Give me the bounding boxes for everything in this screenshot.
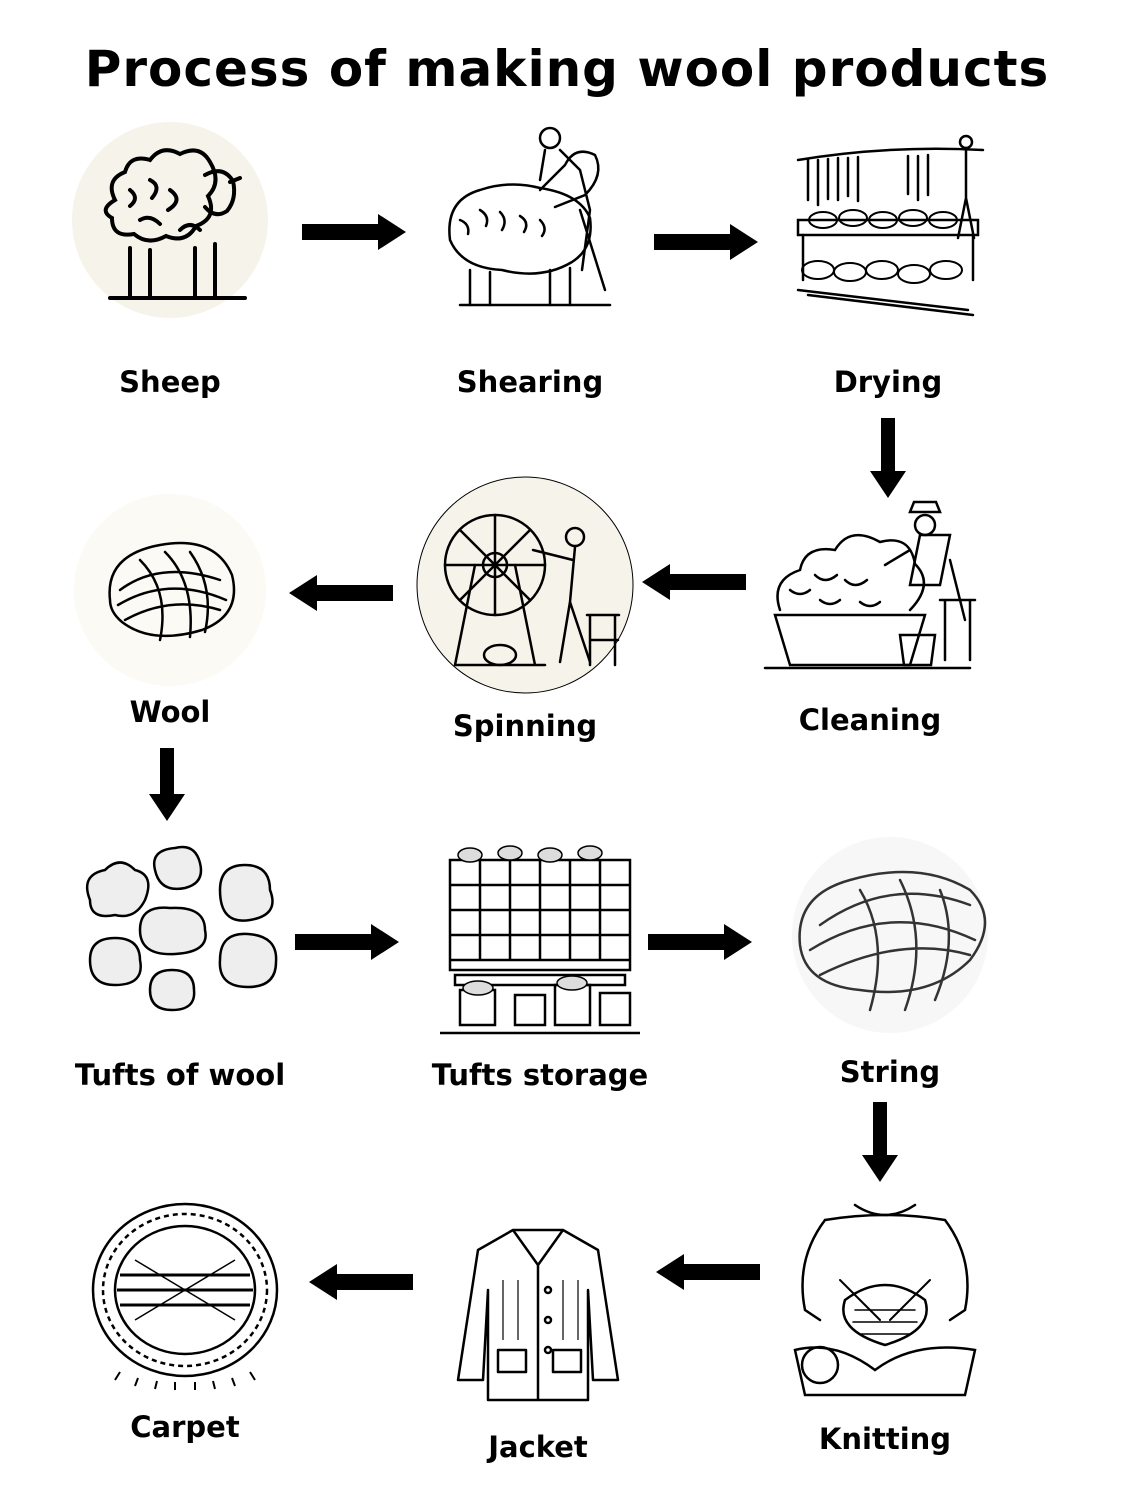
step-jacket: Jacket — [418, 1210, 658, 1464]
step-label: Spinning — [452, 709, 598, 743]
sheep-icon — [72, 122, 268, 318]
knitting-icon — [793, 1203, 977, 1397]
step-tufts-storage: Tufts storage — [420, 835, 660, 1092]
step-shearing: Shearing — [410, 120, 650, 399]
step-knitting: Knitting — [765, 1200, 1005, 1456]
step-label: String — [839, 1055, 941, 1089]
storage-shelves-icon — [440, 845, 640, 1035]
arrow-right — [302, 214, 406, 250]
wool-skein-icon — [74, 494, 266, 686]
step-label: Jacket — [488, 1430, 588, 1464]
step-label: Knitting — [818, 1422, 952, 1456]
step-label: Tufts of wool — [74, 1058, 286, 1092]
step-sheep: Sheep — [50, 120, 290, 399]
arrow-left — [309, 1264, 413, 1300]
shearing-icon — [448, 126, 612, 307]
jacket-icon — [456, 1228, 620, 1402]
step-label: Drying — [833, 365, 943, 399]
drying-icon — [796, 134, 985, 317]
step-drying: Drying — [768, 120, 1008, 399]
arrow-right — [648, 924, 752, 960]
spinning-wheel-icon — [416, 476, 634, 694]
carpet-icon — [91, 1202, 279, 1390]
arrow-down — [862, 1102, 898, 1182]
step-label: Cleaning — [798, 703, 942, 737]
arrow-left — [289, 575, 393, 611]
diagram-title: Process of making wool products — [84, 40, 1050, 98]
step-spinning: Spinning — [405, 475, 645, 743]
arrow-down — [149, 748, 185, 821]
step-label: Shearing — [456, 365, 604, 399]
cleaning-icon — [763, 500, 977, 670]
step-label: Tufts storage — [431, 1058, 649, 1092]
step-string: String — [770, 835, 1010, 1089]
step-label: Wool — [129, 695, 211, 729]
wool-tufts-icon — [85, 845, 278, 1012]
arrow-right — [295, 924, 399, 960]
arrow-left — [642, 564, 746, 600]
arrow-right — [654, 224, 758, 260]
yarn-ball-icon — [792, 837, 988, 1033]
step-tufts-of-wool: Tufts of wool — [60, 840, 300, 1092]
step-cleaning: Cleaning — [750, 490, 990, 737]
arrow-left — [656, 1254, 760, 1290]
arrow-down — [870, 418, 906, 498]
step-wool: Wool — [50, 490, 290, 729]
step-carpet: Carpet — [65, 1190, 305, 1444]
step-label: Sheep — [119, 365, 221, 399]
step-label: Carpet — [130, 1410, 240, 1444]
